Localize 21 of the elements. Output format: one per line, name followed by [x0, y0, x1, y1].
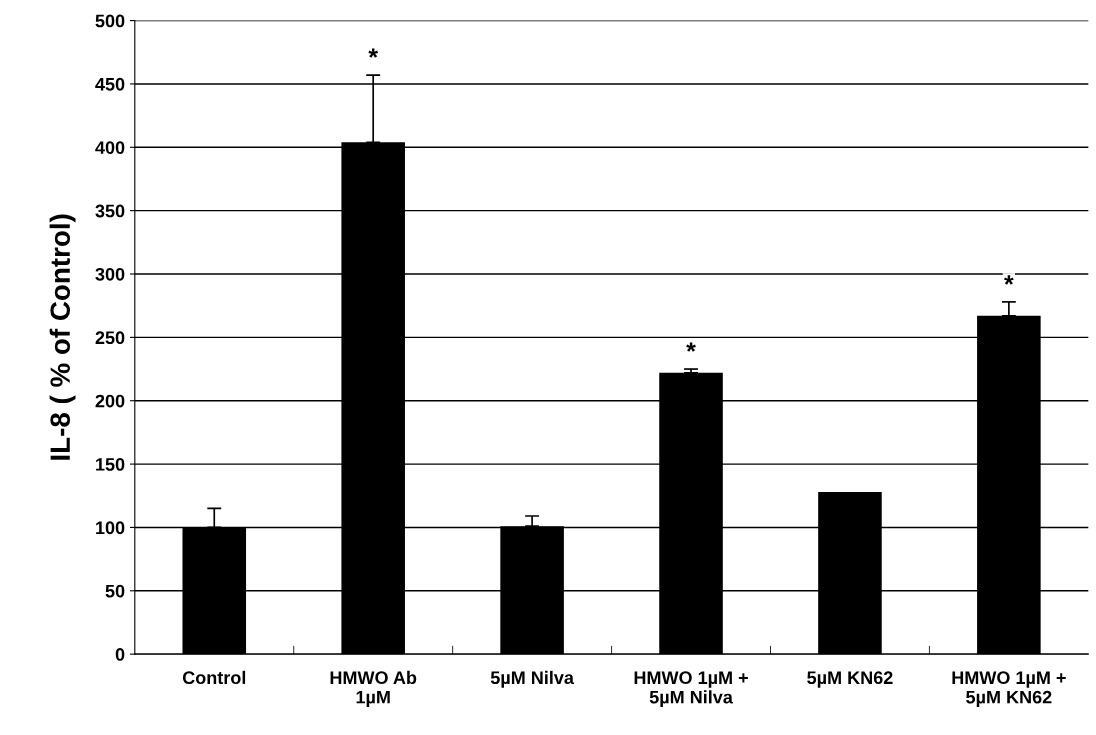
x-tick-label: HMWO Ab 1µM [330, 670, 417, 708]
y-tick-label: 400 [95, 141, 125, 155]
x-tick-label: 5µM KN62 [807, 671, 893, 688]
y-tick-label: 250 [95, 331, 125, 345]
y-tick-label: 200 [95, 394, 125, 408]
y-tick-label: 500 [95, 14, 125, 28]
y-axis-title: IL-8 ( % of Control) [49, 214, 76, 460]
y-tick-label: 350 [95, 204, 125, 218]
annotation: * [1004, 275, 1014, 285]
x-tick-label: Control [182, 670, 246, 685]
y-tick-label: 300 [95, 267, 125, 281]
annotation: * [686, 342, 696, 352]
y-tick-label: 100 [96, 521, 125, 535]
x-tick-label: 5µM Nilva [490, 670, 575, 688]
annotation: * [368, 48, 379, 58]
y-tick-label: 450 [95, 77, 125, 91]
x-tick-label: HMWO 1µM + 5µM Nilva [634, 671, 748, 708]
y-tick-label: 0 [115, 648, 125, 661]
y-tick-label: 50 [105, 584, 125, 598]
x-tick-label: HMWO 1µM + 5µM KN62 [952, 671, 1066, 708]
y-tick-label: 150 [96, 458, 125, 471]
